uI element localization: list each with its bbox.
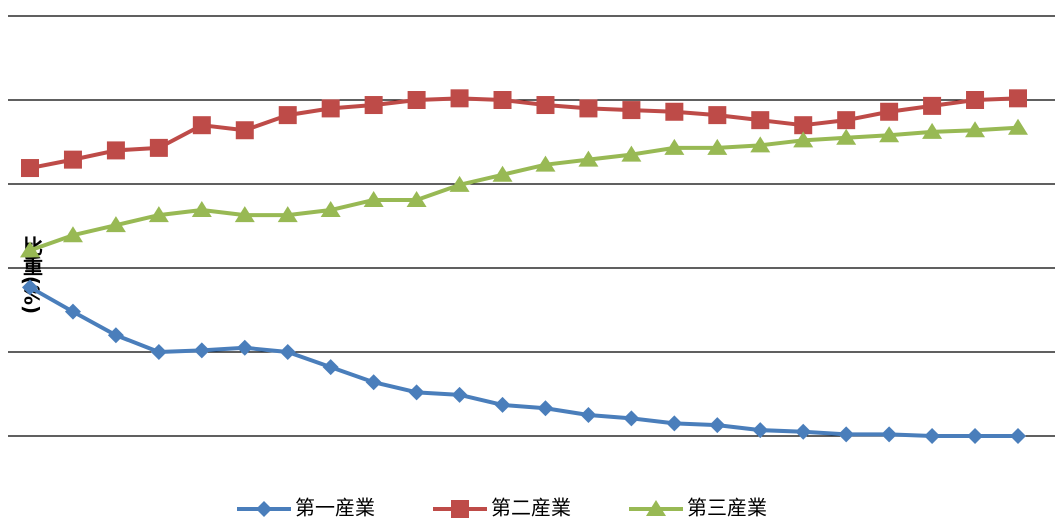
- marker: [64, 303, 81, 320]
- marker: [193, 342, 210, 359]
- marker: [664, 138, 685, 155]
- series-line: [29, 285, 1018, 438]
- marker: [751, 111, 770, 130]
- marker: [107, 327, 124, 344]
- marker: [665, 102, 684, 121]
- marker: [321, 99, 340, 118]
- marker: [408, 384, 425, 401]
- marker: [63, 150, 82, 169]
- marker: [149, 138, 168, 157]
- marker: [363, 190, 384, 207]
- marker: [879, 126, 900, 143]
- marker: [493, 91, 512, 109]
- marker: [235, 121, 254, 140]
- series-line: [29, 125, 1019, 253]
- marker: [105, 216, 126, 233]
- marker: [707, 138, 728, 155]
- marker: [666, 415, 683, 432]
- marker: [406, 190, 427, 207]
- legend-item: 第三産業: [629, 496, 767, 520]
- marker: [708, 106, 727, 125]
- marker: [579, 99, 598, 118]
- marker: [20, 241, 40, 258]
- marker: [494, 396, 511, 413]
- marker: [881, 426, 898, 443]
- marker: [880, 102, 899, 121]
- marker: [451, 386, 468, 403]
- marker: [278, 106, 297, 125]
- legend-label: 第二産業: [491, 496, 571, 520]
- marker: [537, 400, 554, 417]
- marker: [621, 145, 642, 162]
- marker: [623, 410, 640, 427]
- marker: [192, 116, 211, 135]
- legend-item: 第二産業: [433, 496, 571, 520]
- legend-marker: [451, 500, 469, 518]
- marker: [709, 417, 726, 434]
- marker: [150, 344, 167, 360]
- marker: [922, 122, 943, 139]
- marker: [536, 96, 555, 115]
- marker: [148, 206, 169, 223]
- marker: [924, 428, 941, 444]
- marker: [1009, 89, 1027, 108]
- marker: [21, 159, 39, 178]
- marker: [1008, 118, 1028, 135]
- marker: [795, 423, 812, 440]
- marker: [836, 128, 857, 145]
- marker: [450, 89, 469, 108]
- marker: [838, 426, 855, 443]
- marker: [236, 339, 253, 356]
- marker: [22, 279, 38, 296]
- legend-marker: [256, 501, 272, 517]
- marker: [966, 91, 985, 109]
- marker: [492, 165, 513, 182]
- marker: [62, 226, 83, 243]
- legend-label: 第一産業: [295, 496, 375, 520]
- marker: [580, 407, 597, 423]
- legend-item: 第一産業: [237, 496, 375, 520]
- marker: [1010, 428, 1026, 444]
- marker: [191, 201, 212, 218]
- marker: [449, 175, 470, 192]
- legend-label: 第三産業: [687, 496, 767, 520]
- marker: [578, 150, 599, 167]
- marker: [837, 111, 856, 130]
- marker: [279, 344, 296, 360]
- series-line: [29, 96, 1019, 171]
- marker: [407, 91, 426, 109]
- marker: [967, 428, 984, 444]
- marker: [535, 155, 556, 172]
- marker: [750, 136, 771, 153]
- marker: [277, 206, 298, 223]
- marker: [923, 96, 942, 115]
- marker: [965, 121, 986, 138]
- marker: [364, 96, 383, 115]
- marker: [365, 374, 382, 391]
- marker: [234, 206, 255, 223]
- marker: [622, 101, 641, 120]
- marker: [106, 141, 125, 160]
- marker: [752, 422, 769, 439]
- marker: [320, 201, 341, 218]
- marker: [793, 131, 814, 148]
- marker: [322, 359, 339, 376]
- marker: [794, 116, 813, 135]
- legend-marker: [646, 500, 666, 516]
